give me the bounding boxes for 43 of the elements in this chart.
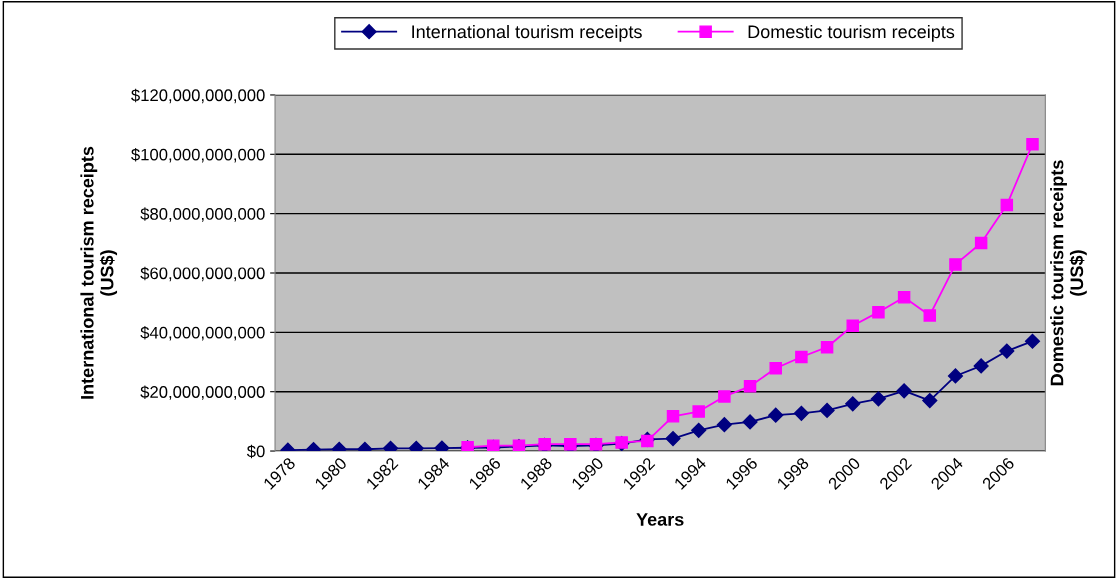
y-axis-title: International tourism receipts (US$) <box>80 146 118 399</box>
point <box>665 431 681 447</box>
point <box>923 309 937 322</box>
point <box>896 383 912 399</box>
point <box>870 391 887 407</box>
point <box>795 350 808 364</box>
point <box>1026 137 1039 151</box>
y-tick-label: $120,000,000,000 <box>131 88 265 104</box>
point <box>949 258 962 271</box>
point <box>743 380 757 393</box>
point <box>742 414 758 430</box>
point <box>922 393 938 409</box>
point <box>1024 333 1041 349</box>
y-tick-label: $100,000,000,000 <box>131 148 265 163</box>
point <box>819 402 835 418</box>
point <box>974 236 988 250</box>
point <box>846 319 860 333</box>
point <box>692 405 705 418</box>
point <box>769 362 782 375</box>
point <box>716 417 732 433</box>
point <box>872 305 885 319</box>
point <box>691 422 707 438</box>
point <box>793 405 809 421</box>
y-tick-label: $60,000,000,000 <box>140 266 265 282</box>
y-tick-label: $0 <box>246 444 265 459</box>
point <box>973 358 989 374</box>
y-tick-label: $80,000,000,000 <box>140 207 265 222</box>
y-tick-label: $20,000,000,000 <box>140 385 265 400</box>
point <box>434 440 450 452</box>
point <box>820 340 834 354</box>
point <box>666 410 680 423</box>
point <box>768 407 784 423</box>
point <box>947 368 964 384</box>
legend-label: International tourism receipts <box>412 24 642 42</box>
x-axis-title: Years <box>636 513 684 526</box>
legend-label: Domestic tourism receipts <box>748 24 955 42</box>
y2-axis-title: Domestic tourism receipts (US$) <box>1050 160 1087 386</box>
point <box>845 396 861 412</box>
point <box>897 291 911 304</box>
point <box>1000 198 1014 212</box>
y-tick-label: $40,000,000,000 <box>140 326 265 341</box>
point <box>999 343 1015 359</box>
point <box>718 390 731 403</box>
